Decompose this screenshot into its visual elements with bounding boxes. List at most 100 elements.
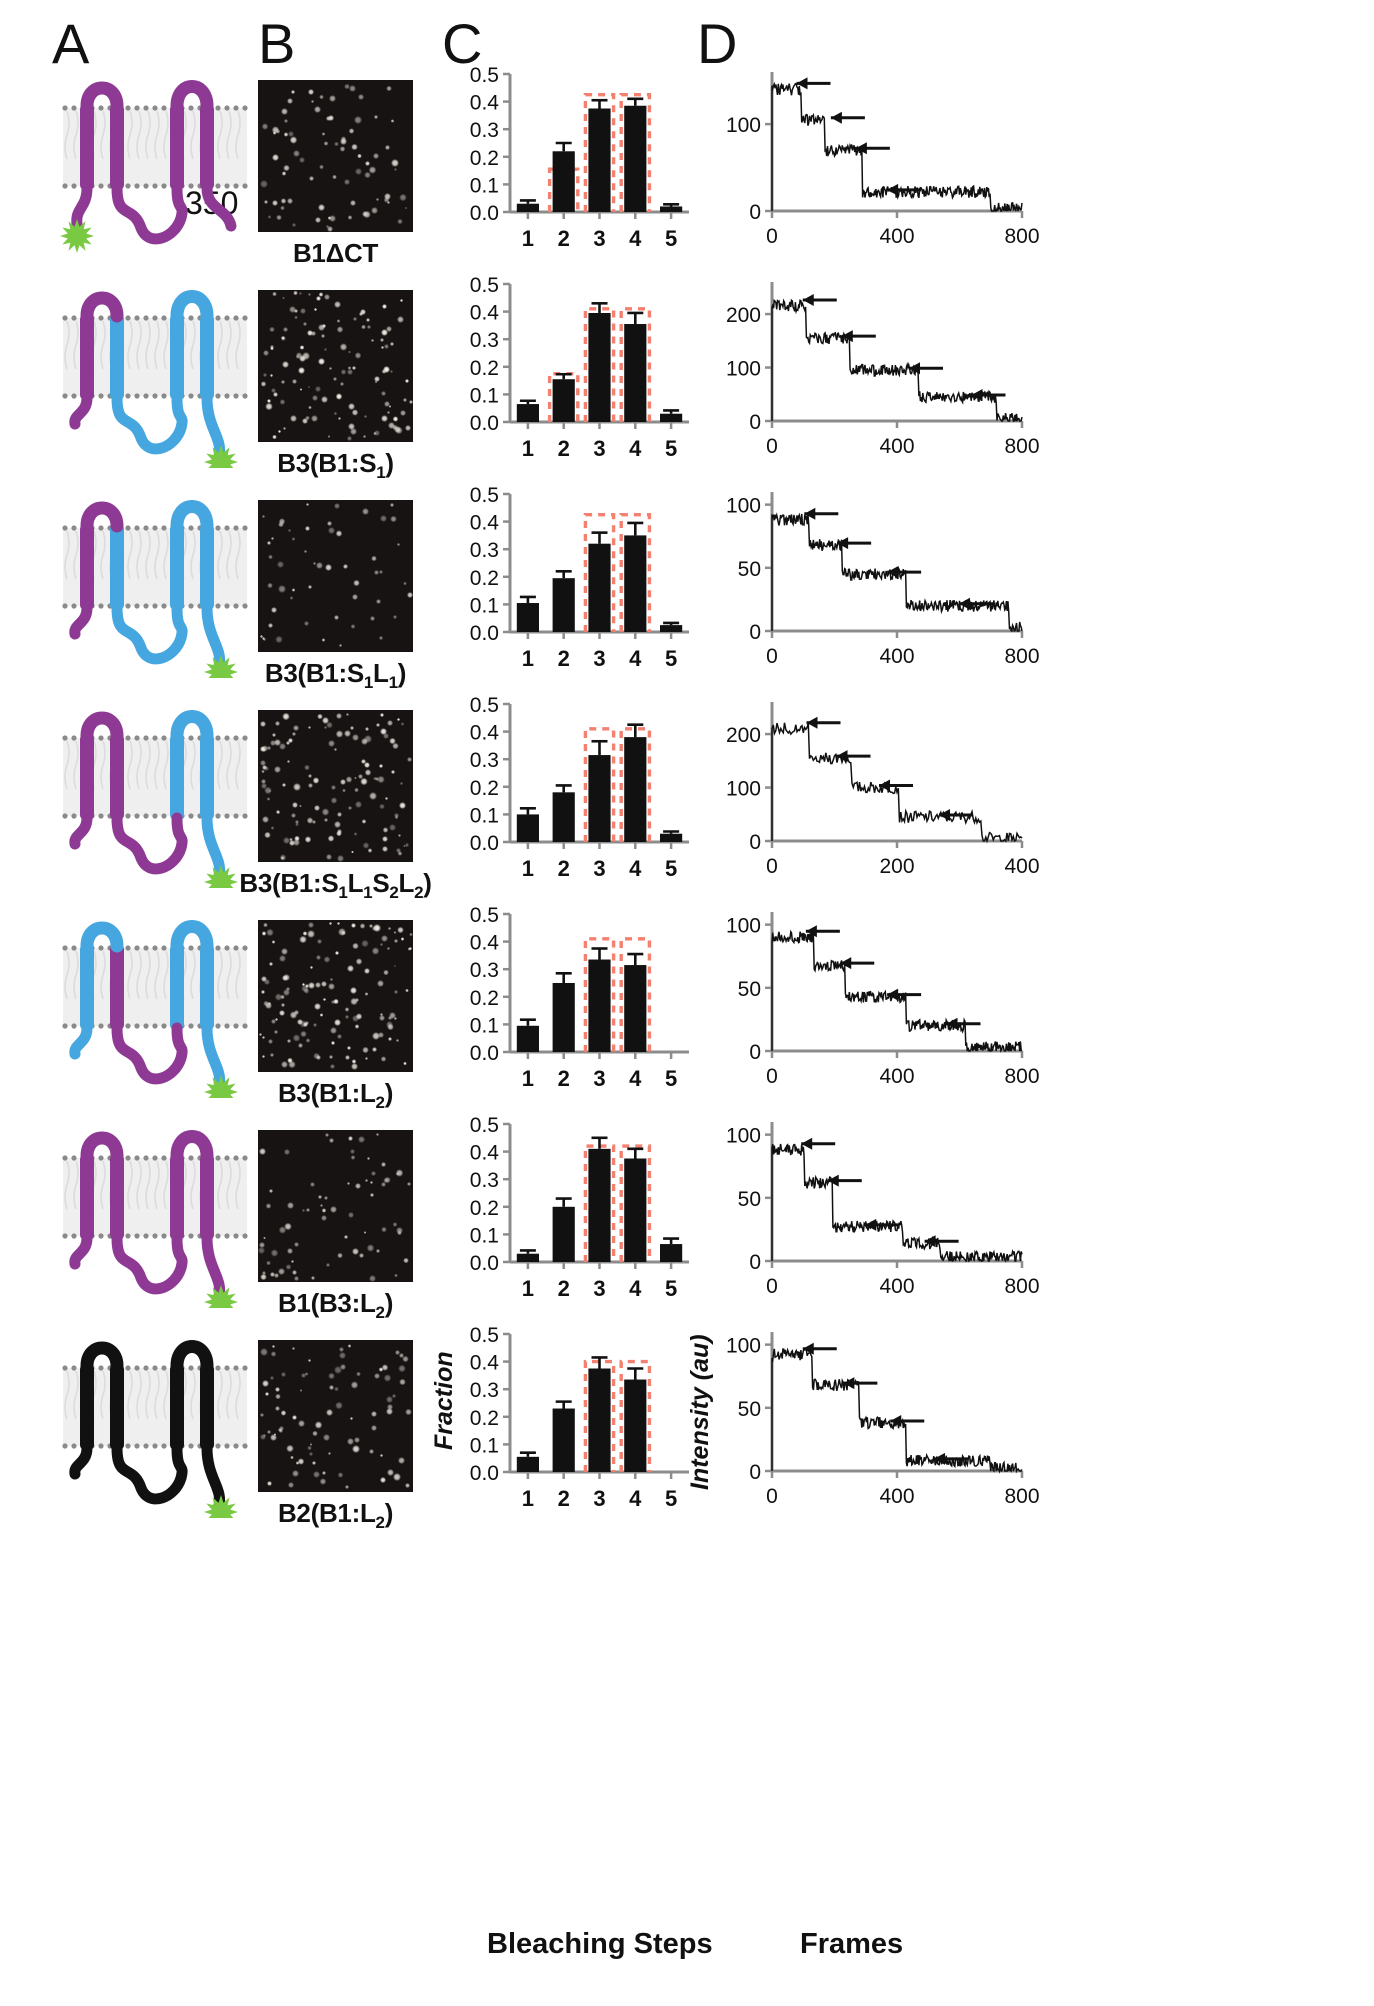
svg-text:2: 2 (558, 1276, 570, 1301)
bar (660, 1244, 683, 1262)
svg-text:5: 5 (665, 436, 677, 461)
construct-label: B1(B3:L2) (277, 1288, 394, 1322)
svg-text:2: 2 (558, 856, 570, 881)
svg-text:5: 5 (665, 1276, 677, 1301)
photobleaching-trace: 100 200 0 0 200 400 (700, 686, 1040, 891)
svg-text:0.3: 0.3 (470, 959, 499, 982)
bar (552, 578, 575, 632)
topology-diagram (55, 78, 255, 258)
svg-text:100: 100 (726, 778, 761, 801)
svg-text:0.2: 0.2 (470, 567, 499, 590)
svg-text:5: 5 (665, 856, 677, 881)
svg-text:0.0: 0.0 (470, 412, 499, 435)
topology-diagram (55, 1338, 255, 1518)
svg-text:3: 3 (593, 1486, 605, 1511)
svg-text:0.2: 0.2 (470, 1407, 499, 1430)
svg-text:3: 3 (593, 436, 605, 461)
step-arrow (802, 1342, 837, 1355)
step-arrow (804, 507, 839, 520)
tirf-image (258, 290, 413, 442)
svg-text:0.1: 0.1 (470, 594, 499, 617)
svg-text:200: 200 (726, 304, 761, 327)
step-arrow (887, 566, 922, 579)
topology-diagram (55, 498, 255, 678)
bar (516, 203, 539, 212)
step-arrow (806, 716, 841, 729)
svg-text:100: 100 (726, 1335, 761, 1358)
photobleaching-trace: 50 100 0 0 400 800 (700, 1316, 1040, 1521)
bar (588, 108, 611, 212)
bar (588, 312, 611, 422)
topology-diagram (55, 918, 255, 1098)
svg-text:4: 4 (629, 1276, 642, 1301)
svg-text:0.4: 0.4 (470, 1352, 500, 1375)
svg-text:3: 3 (593, 1276, 605, 1301)
panel-letter-a: A (52, 12, 90, 75)
svg-text:0.3: 0.3 (470, 1379, 499, 1402)
svg-text:0: 0 (766, 1065, 778, 1088)
step-arrow (796, 77, 831, 90)
svg-text:0.4: 0.4 (470, 302, 500, 325)
svg-text:800: 800 (1004, 1275, 1039, 1298)
svg-text:0.1: 0.1 (470, 1014, 499, 1037)
bar (588, 959, 611, 1052)
svg-text:400: 400 (879, 1065, 914, 1088)
photobleaching-trace: 50 100 0 0 400 800 (700, 1106, 1040, 1311)
svg-text:50: 50 (738, 1188, 761, 1211)
step-arrow (879, 779, 913, 792)
construct-label: B1ΔCT (292, 238, 379, 268)
photobleaching-trace: 100 0 0 400 800 (700, 56, 1040, 261)
tirf-image (258, 920, 413, 1072)
bleaching-step-bar-chart: 0.0 0.1 0.2 0.3 0.4 0.5 1 2 3 4 5 (448, 1320, 703, 1520)
svg-text:0.2: 0.2 (470, 777, 499, 800)
bar (552, 1408, 575, 1472)
bar (552, 379, 575, 422)
photobleaching-trace: 100 200 0 0 400 800 (700, 266, 1040, 471)
construct-label: B3(B1:S1L1S2L2) (239, 868, 432, 902)
bar (624, 105, 647, 212)
svg-text:0: 0 (749, 1461, 761, 1484)
svg-text:400: 400 (879, 225, 914, 248)
bar (552, 792, 575, 842)
bleaching-step-bar-chart: 0.0 0.1 0.2 0.3 0.4 0.5 1 2 3 4 5 (448, 900, 703, 1100)
bleaching-step-bar-chart: 0.0 0.1 0.2 0.3 0.4 0.5 1 2 3 4 5 (448, 690, 703, 890)
step-arrow (890, 1414, 925, 1427)
step-arrow (840, 957, 875, 970)
bar (588, 543, 611, 632)
svg-text:1: 1 (522, 1486, 534, 1511)
svg-text:0: 0 (749, 411, 761, 434)
svg-text:1: 1 (522, 1276, 534, 1301)
svg-text:0.1: 0.1 (470, 384, 499, 407)
step-arrow (841, 330, 876, 343)
svg-text:0.4: 0.4 (470, 92, 500, 115)
svg-text:0.5: 0.5 (470, 484, 499, 507)
bleaching-step-bar-chart: 0.0 0.1 0.2 0.3 0.4 0.5 1 2 3 4 5 (448, 1110, 703, 1310)
construct-label: B3(B1:L2) (277, 1078, 394, 1112)
svg-text:0.2: 0.2 (470, 357, 499, 380)
bar (516, 1456, 539, 1472)
svg-text:2: 2 (558, 1066, 570, 1091)
bar (624, 965, 647, 1052)
svg-text:0.5: 0.5 (470, 904, 499, 927)
panel-letter-b: B (258, 12, 296, 75)
bar (552, 151, 575, 212)
svg-text:50: 50 (738, 558, 761, 581)
svg-text:3: 3 (593, 226, 605, 251)
step-arrow (924, 1235, 959, 1248)
svg-text:4: 4 (629, 436, 642, 461)
svg-text:0.4: 0.4 (470, 722, 500, 745)
step-arrow (865, 1218, 900, 1231)
svg-text:100: 100 (726, 114, 761, 137)
topology-diagram (55, 708, 255, 888)
bar (624, 1158, 647, 1262)
svg-text:400: 400 (1004, 855, 1039, 878)
svg-text:0: 0 (766, 645, 778, 668)
bar (552, 1206, 575, 1262)
construct-label: B3(B1:S1) (277, 448, 394, 482)
svg-text:0.0: 0.0 (470, 622, 499, 645)
svg-text:4: 4 (629, 1066, 642, 1091)
svg-text:0.0: 0.0 (470, 1462, 499, 1485)
d-axis-caption-x: Frames (800, 1928, 904, 1960)
svg-text:400: 400 (879, 1275, 914, 1298)
